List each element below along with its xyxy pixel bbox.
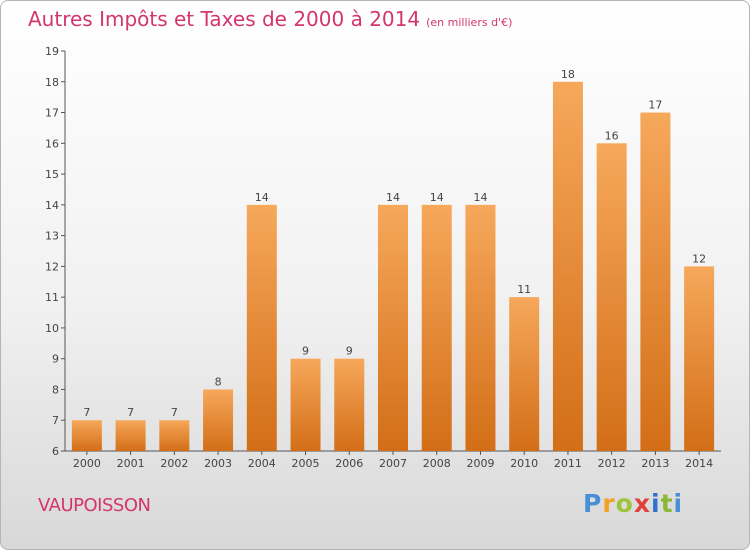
- y-tick-label: 8: [52, 383, 59, 396]
- x-tick-label: 2010: [510, 457, 538, 470]
- bar: [465, 204, 496, 451]
- x-tick-label: 2011: [554, 457, 582, 470]
- commune-name: VAUPOISSON: [38, 495, 151, 516]
- bar: [596, 143, 627, 452]
- y-tick-label: 18: [45, 76, 59, 89]
- logo-letter: t: [660, 489, 674, 518]
- bar: [290, 358, 321, 451]
- x-tick-label: 2000: [73, 457, 101, 470]
- x-tick-label: 2007: [379, 457, 407, 470]
- chart-axes: 6 7 8 9 10 11 12 13 14 15 16 17 18 19 2000 2001 2002 2003…: [45, 45, 721, 470]
- logo-letter: i: [673, 489, 684, 518]
- bar: [71, 420, 102, 451]
- y-tick-label: 9: [52, 353, 59, 366]
- chart-title-unit: (en milliers d'€): [426, 16, 513, 29]
- x-tick-label: 2004: [248, 457, 276, 470]
- y-tick-label: 15: [45, 168, 59, 181]
- bar: [115, 420, 146, 451]
- data-label: 9: [346, 345, 353, 358]
- chart-data-labels: 7 7 7 8 14 9 9 14 14 14 11 18 16 17 12: [83, 68, 706, 419]
- data-label: 16: [605, 129, 619, 142]
- bar: [684, 266, 715, 451]
- y-tick-label: 12: [45, 260, 59, 273]
- y-tick-label: 13: [45, 230, 59, 243]
- bar: [159, 420, 190, 451]
- bar: [334, 358, 365, 451]
- data-label: 18: [561, 68, 575, 81]
- bar: [203, 389, 234, 451]
- chart-title-text: Autres Impôts et Taxes de 2000 à 2014: [28, 7, 421, 31]
- x-tick-label: 2009: [466, 457, 494, 470]
- data-label: 17: [648, 99, 662, 112]
- y-tick-label: 19: [45, 45, 59, 58]
- data-label: 14: [386, 191, 400, 204]
- x-tick-label: 2006: [335, 457, 363, 470]
- bar: [640, 112, 671, 452]
- bar: [552, 81, 583, 452]
- chart-bars: [71, 81, 715, 452]
- logo-letter: x: [633, 489, 651, 518]
- data-label: 14: [255, 191, 269, 204]
- x-tick-label: 2003: [204, 457, 232, 470]
- logo-letter: P: [583, 489, 603, 518]
- data-label: 7: [171, 406, 178, 419]
- bar: [246, 204, 277, 451]
- y-tick-label: 7: [52, 414, 59, 427]
- y-tick-label: 16: [45, 137, 59, 150]
- x-tick-label: 2002: [160, 457, 188, 470]
- y-tick-label: 10: [45, 322, 59, 335]
- y-tick-label: 14: [45, 199, 59, 212]
- x-tick-label: 2001: [117, 457, 145, 470]
- logo-letter: i: [651, 489, 661, 518]
- data-label: 7: [127, 406, 134, 419]
- bar: [378, 204, 408, 451]
- data-label: 14: [430, 191, 444, 204]
- data-label: 8: [215, 375, 222, 388]
- logo-letter: r: [602, 489, 616, 518]
- x-tick-label: 2014: [685, 457, 713, 470]
- data-label: 9: [302, 345, 309, 358]
- data-label: 11: [517, 283, 531, 296]
- x-tick-label: 2005: [292, 457, 320, 470]
- x-tick-label: 2012: [598, 457, 626, 470]
- logo-letter: o: [615, 489, 634, 518]
- data-label: 12: [692, 252, 706, 265]
- y-tick-label: 6: [52, 445, 59, 458]
- data-label: 14: [473, 191, 487, 204]
- chart-title: Autres Impôts et Taxes de 2000 à 2014 (en…: [28, 7, 512, 31]
- bar: [421, 204, 452, 451]
- data-label: 7: [83, 406, 90, 419]
- proxiti-logo: Proxiti: [583, 489, 683, 518]
- x-tick-label: 2008: [423, 457, 451, 470]
- y-tick-label: 11: [45, 291, 59, 304]
- y-tick-label: 17: [45, 107, 59, 120]
- x-tick-label: 2013: [641, 457, 669, 470]
- bar: [509, 297, 540, 451]
